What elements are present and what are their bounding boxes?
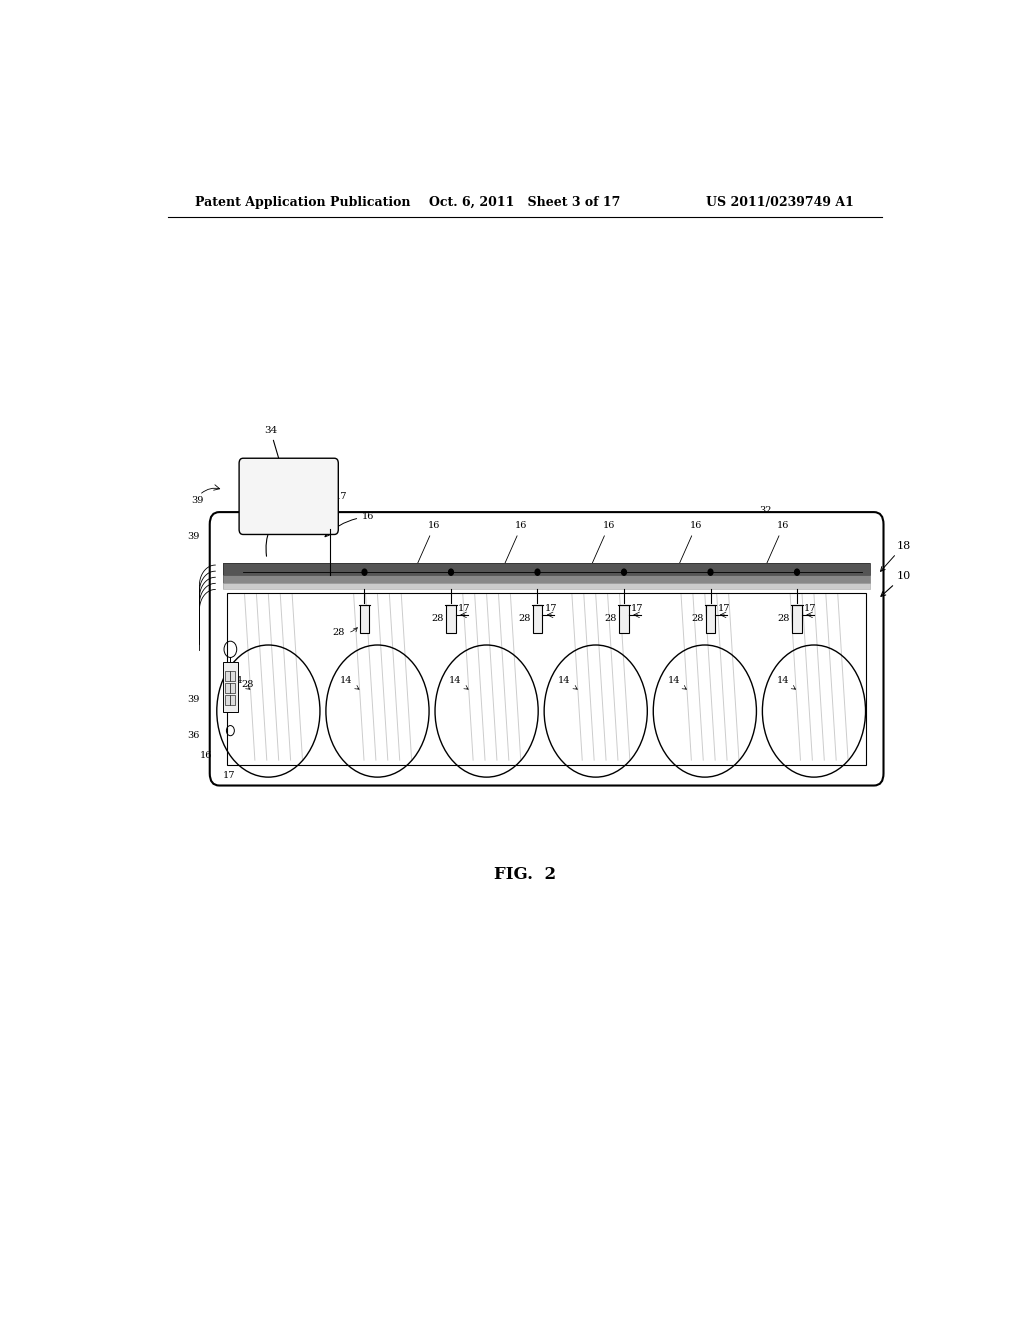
FancyBboxPatch shape xyxy=(239,458,338,535)
Text: 39: 39 xyxy=(187,696,200,704)
Text: 10: 10 xyxy=(881,572,910,597)
Text: 16: 16 xyxy=(415,521,440,569)
Text: 28: 28 xyxy=(431,614,443,623)
Text: 36: 36 xyxy=(187,731,200,739)
Text: 39: 39 xyxy=(191,496,204,506)
Text: -39: -39 xyxy=(263,477,279,486)
Circle shape xyxy=(709,569,713,576)
Text: 16: 16 xyxy=(677,521,702,569)
Text: 28: 28 xyxy=(777,614,790,623)
Bar xyxy=(793,605,802,634)
Text: 17: 17 xyxy=(804,603,817,612)
Bar xyxy=(230,671,236,681)
Text: 14: 14 xyxy=(776,676,796,689)
Bar xyxy=(225,682,229,693)
Text: 16: 16 xyxy=(764,521,790,569)
Bar xyxy=(446,605,456,634)
Text: 28: 28 xyxy=(604,614,616,623)
Text: 17: 17 xyxy=(334,492,347,502)
Text: Patent Application Publication: Patent Application Publication xyxy=(196,195,411,209)
Circle shape xyxy=(536,569,540,576)
Text: 39: 39 xyxy=(187,532,200,541)
Bar xyxy=(230,696,236,705)
Bar xyxy=(359,605,370,634)
Text: FIG.  2: FIG. 2 xyxy=(494,866,556,883)
Bar xyxy=(706,605,715,634)
Text: 14: 14 xyxy=(230,676,250,689)
Text: 18: 18 xyxy=(881,541,910,572)
Text: Oct. 6, 2011   Sheet 3 of 17: Oct. 6, 2011 Sheet 3 of 17 xyxy=(429,195,621,209)
Text: 14: 14 xyxy=(558,676,578,689)
Text: 28: 28 xyxy=(691,614,703,623)
Text: 14: 14 xyxy=(450,676,468,689)
Text: 28: 28 xyxy=(518,614,530,623)
Text: US 2011/0239749 A1: US 2011/0239749 A1 xyxy=(707,195,854,209)
Text: 16: 16 xyxy=(503,521,527,569)
Text: 16: 16 xyxy=(200,751,212,760)
Bar xyxy=(223,661,238,713)
Circle shape xyxy=(622,569,627,576)
Text: 14: 14 xyxy=(668,676,686,689)
Circle shape xyxy=(449,569,454,576)
Text: 34: 34 xyxy=(266,502,304,556)
Text: 32: 32 xyxy=(759,507,771,515)
Text: 16: 16 xyxy=(590,521,615,569)
Text: 28: 28 xyxy=(333,627,357,638)
Bar xyxy=(532,605,543,634)
Text: 16: 16 xyxy=(325,512,375,537)
Text: 17: 17 xyxy=(223,771,236,780)
Circle shape xyxy=(362,569,367,576)
Text: 34: 34 xyxy=(264,426,279,458)
Bar xyxy=(223,583,870,590)
Text: 28: 28 xyxy=(242,680,254,689)
Bar xyxy=(225,696,229,705)
Bar xyxy=(223,564,870,576)
Bar xyxy=(620,605,629,634)
Circle shape xyxy=(795,569,800,576)
Bar xyxy=(223,583,870,590)
Text: 17: 17 xyxy=(631,603,644,612)
Text: 17: 17 xyxy=(458,603,471,612)
Text: 14: 14 xyxy=(340,676,359,689)
Bar xyxy=(227,593,866,766)
Bar xyxy=(225,671,229,681)
Bar xyxy=(223,576,870,583)
Bar xyxy=(230,682,236,693)
Text: 17: 17 xyxy=(718,603,730,612)
Bar xyxy=(223,576,870,583)
Text: 17: 17 xyxy=(545,603,557,612)
Bar xyxy=(223,564,870,576)
